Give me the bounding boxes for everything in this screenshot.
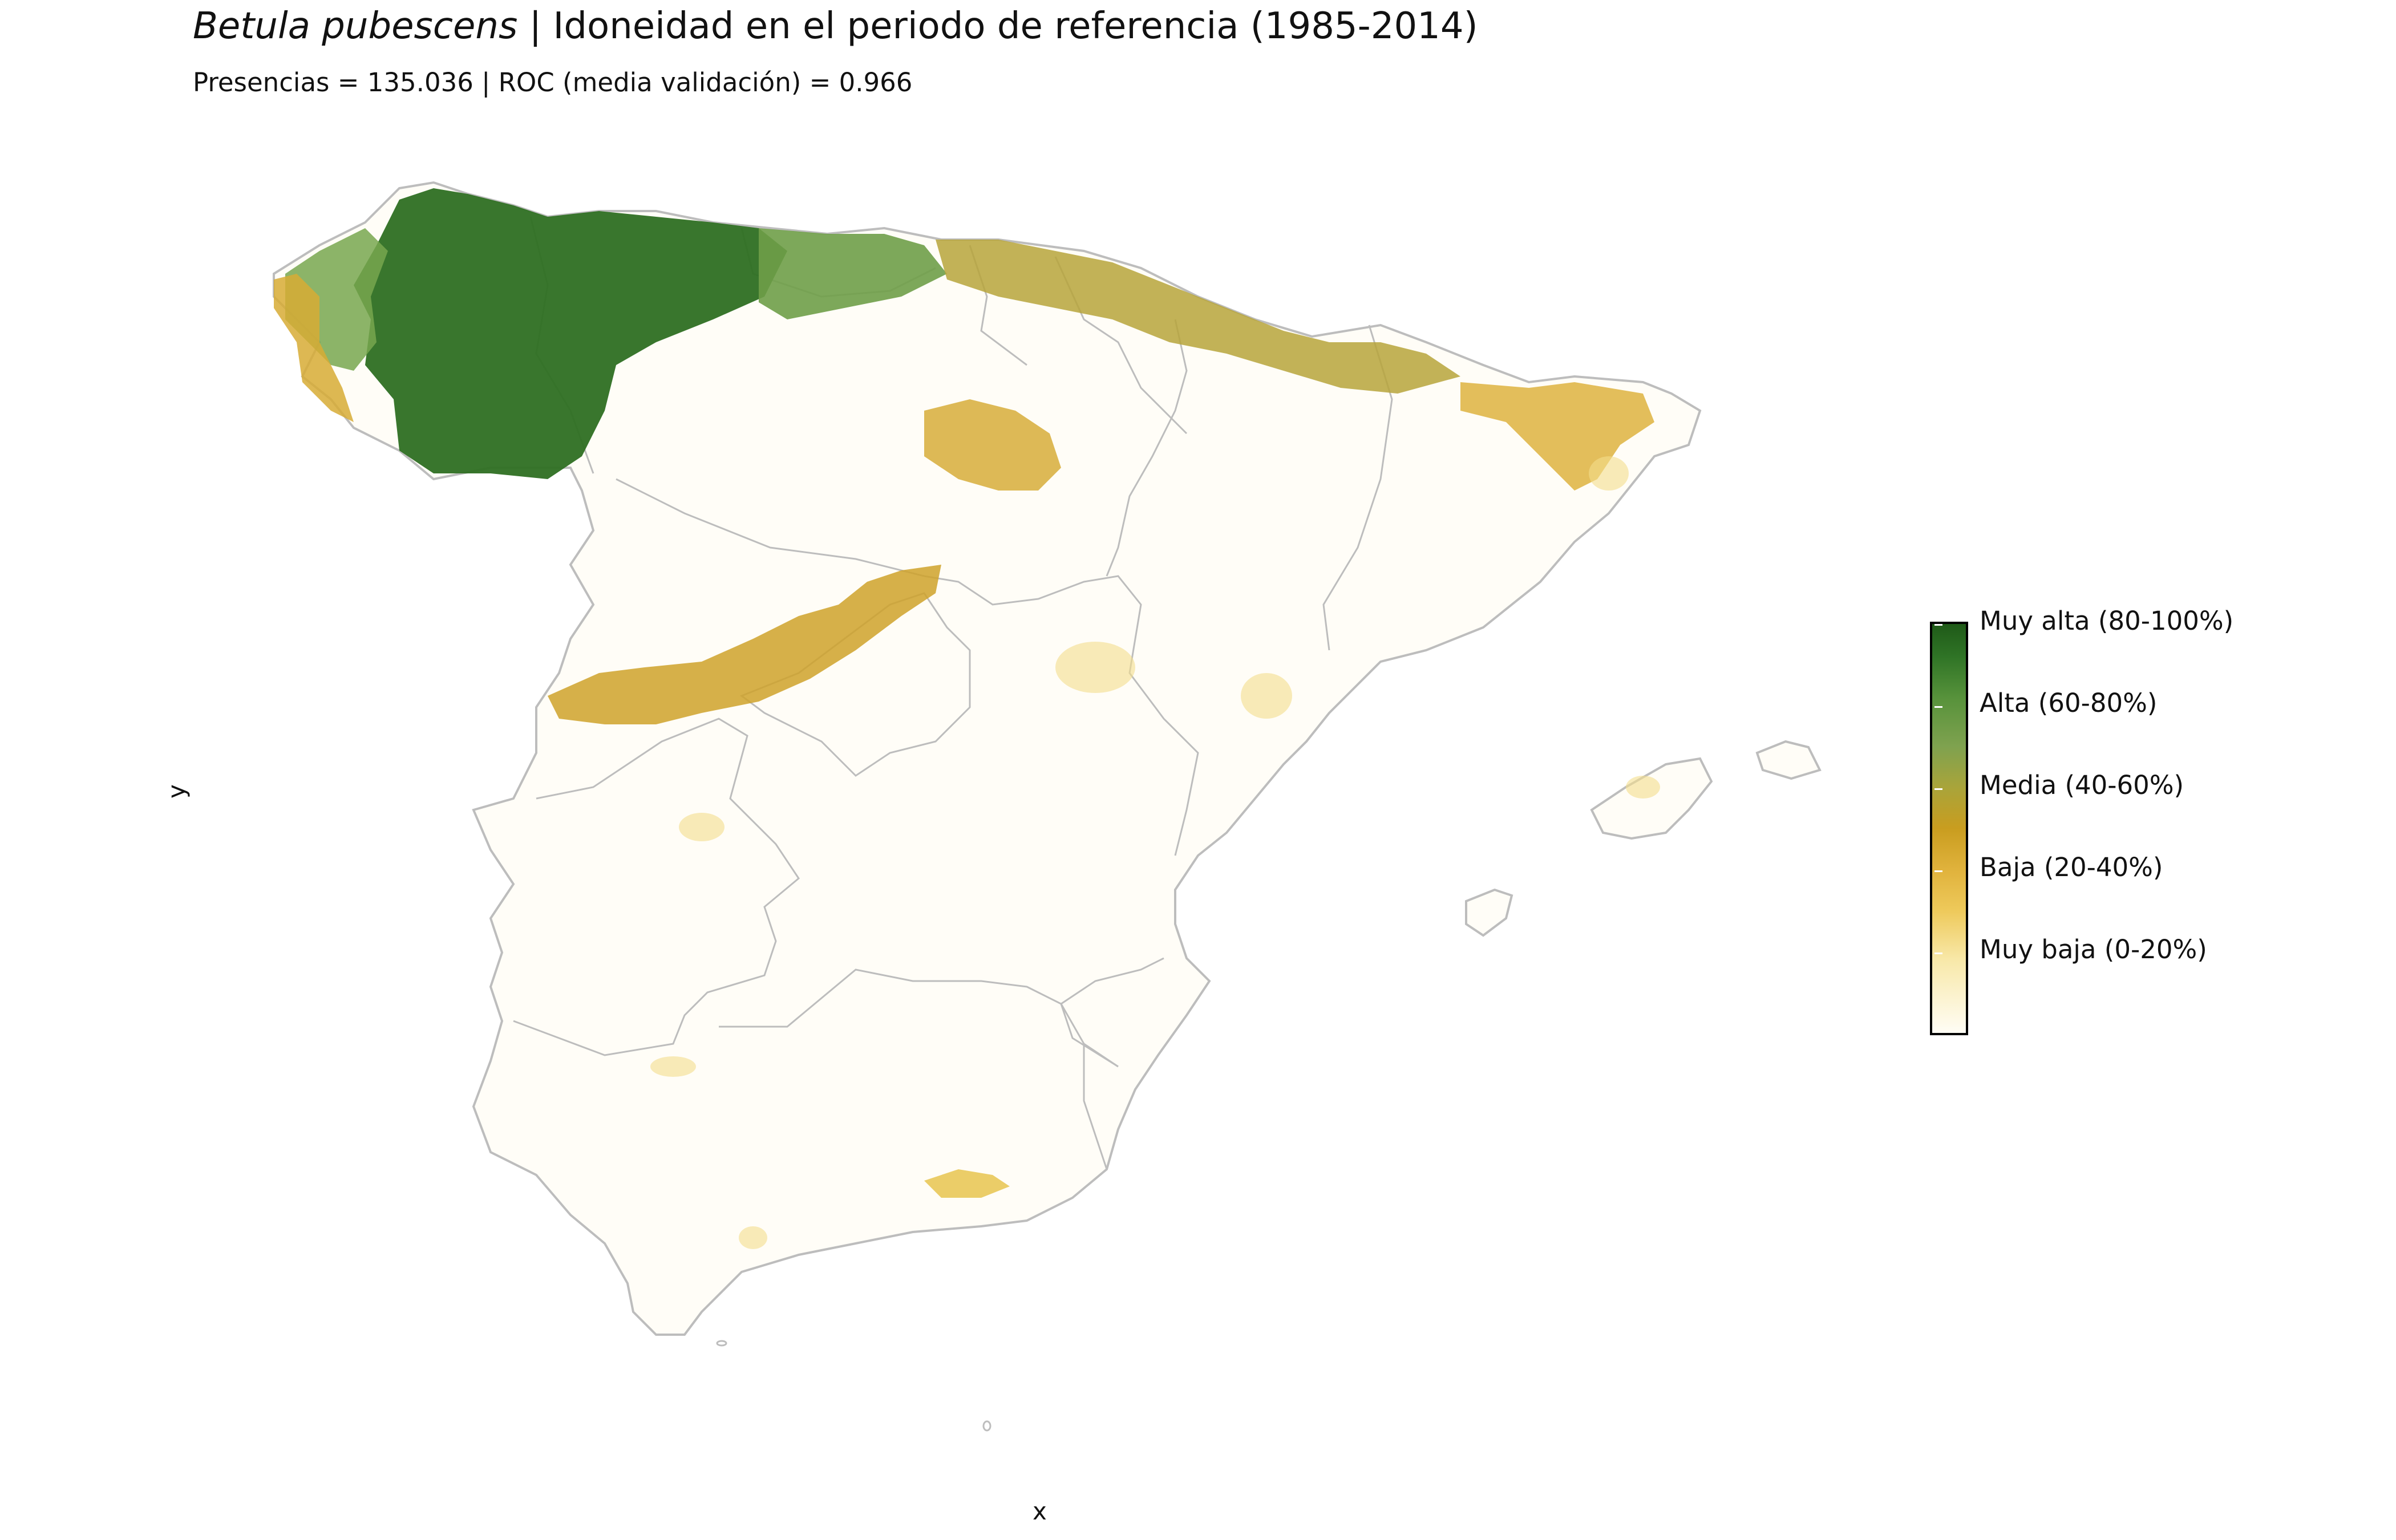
legend-tick	[1934, 953, 1942, 954]
legend-tick	[1934, 788, 1942, 790]
islet-outline	[982, 1420, 991, 1432]
legend-tick	[1934, 870, 1942, 872]
menorca-outline	[1755, 740, 1822, 780]
legend-label-high: Alta (60-80%)	[1980, 688, 2158, 718]
suitability-medium-cantabria	[936, 240, 1460, 394]
map-subtitle: Presencias = 135.036 | ROC (media valida…	[193, 67, 913, 98]
suitability-low-sierra-nevada	[924, 1169, 1010, 1198]
suitability-very-high	[354, 188, 787, 479]
islet-outline	[716, 1340, 727, 1347]
mallorca-outline	[1590, 757, 1713, 840]
suitability-low-galicia-coast	[274, 274, 354, 422]
legend-label-very-low: Muy baja (0-20%)	[1980, 934, 2207, 964]
legend-label-low: Baja (20-40%)	[1980, 852, 2163, 882]
legend-colorbar	[1930, 622, 1968, 1035]
suitability-low-central	[548, 565, 941, 724]
y-axis-label: y	[163, 784, 191, 799]
suitability-high	[759, 228, 947, 319]
legend-tick	[1934, 624, 1942, 626]
map-title: Betula pubescens | Idoneidad en el perio…	[193, 5, 1478, 48]
title-text: | Idoneidad en el periodo de referencia …	[517, 5, 1478, 47]
suitability-very-low-patches	[650, 456, 1660, 1249]
mainland-outline	[273, 181, 1702, 1336]
legend-label-medium: Media (40-60%)	[1980, 770, 2184, 800]
legend-tick	[1934, 706, 1942, 708]
suitability-low-iberico	[924, 399, 1061, 491]
x-axis-label: x	[1033, 1497, 1047, 1525]
species-name: Betula pubescens	[193, 5, 518, 47]
legend-label-very-high: Muy alta (80-100%)	[1980, 606, 2234, 636]
ibiza-outline	[1465, 888, 1513, 937]
